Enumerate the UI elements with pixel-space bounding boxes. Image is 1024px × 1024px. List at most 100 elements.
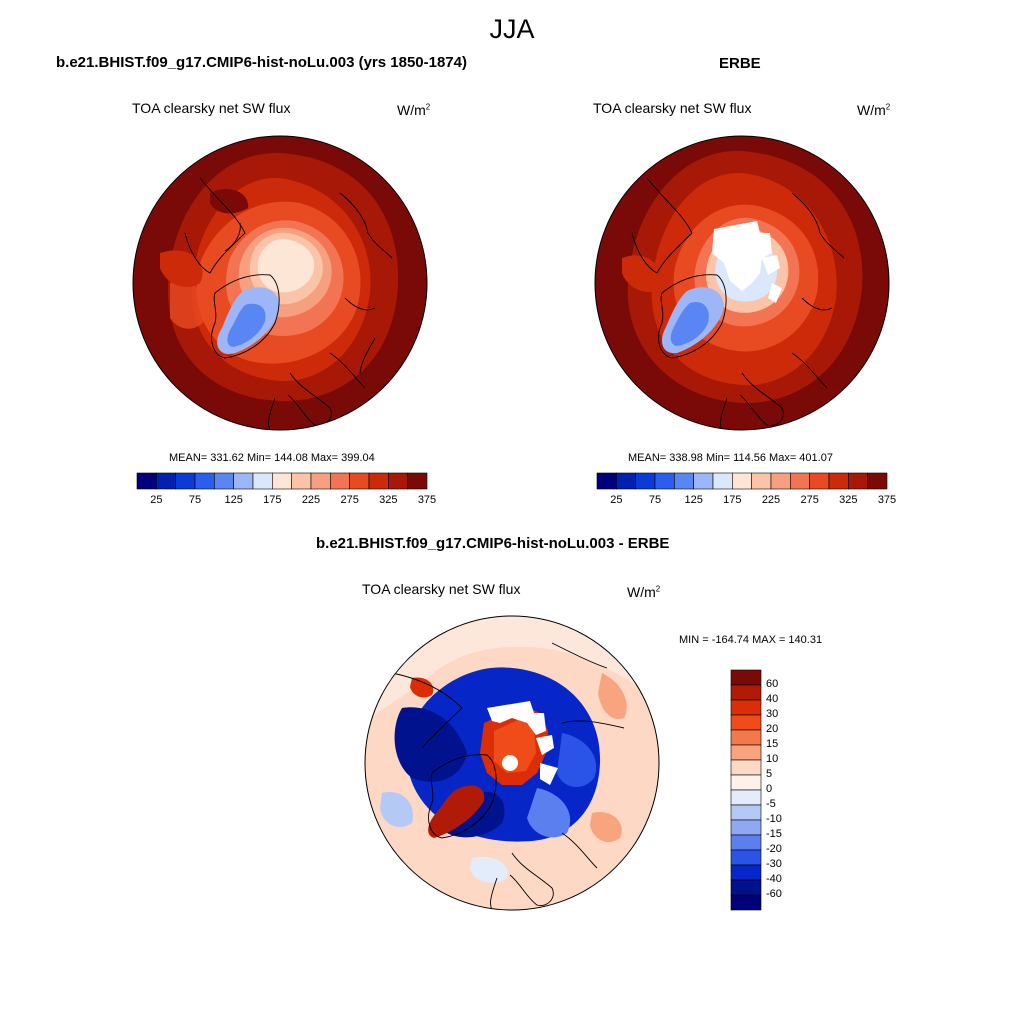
colorbar-swatch <box>654 472 675 490</box>
panel3-field-band <box>380 792 413 828</box>
colorbar-tick-label: 225 <box>301 494 321 506</box>
panel1-units-base: W/m <box>397 102 426 118</box>
colorbar-tick-label: 325 <box>379 494 398 506</box>
colorbar-swatch <box>730 789 762 806</box>
panel3-pole-hole <box>502 755 518 771</box>
panel2-pole-hole <box>735 274 749 288</box>
colorbar-swatch <box>730 714 762 731</box>
panel3-title: b.e21.BHIST.f09_g17.CMIP6-hist-noLu.003 … <box>316 535 670 552</box>
colorbar-swatch <box>848 472 868 490</box>
colorbar-swatch <box>233 472 254 490</box>
panel1-map-boundary <box>132 135 428 431</box>
colorbar-swatch <box>349 472 370 490</box>
colorbar-swatch <box>730 879 762 896</box>
colorbar-tick-label: -20 <box>766 843 782 855</box>
colorbar-swatch <box>730 804 762 821</box>
panel3-field-band <box>527 788 571 838</box>
panel3-units-exponent: 2 <box>655 584 661 594</box>
colorbar-swatch <box>388 472 408 490</box>
colorbar-tick-label: 25 <box>610 494 623 506</box>
panel2-variable-label: TOA clearsky net SW flux <box>593 100 752 116</box>
panel1-field-band <box>160 250 203 288</box>
panel3-variable-label: TOA clearsky net SW flux <box>362 581 521 597</box>
colorbar-swatch <box>732 472 752 490</box>
panel3-colorbar <box>730 669 762 911</box>
colorbar-swatch <box>368 472 389 490</box>
colorbar-tick-label: -15 <box>766 828 782 840</box>
panel2-title: ERBE <box>719 55 761 72</box>
colorbar-swatch <box>730 774 762 791</box>
colorbar-swatch <box>730 864 762 881</box>
panel2-greenland-core <box>670 301 709 346</box>
colorbar-swatch <box>867 472 888 490</box>
colorbar-swatch <box>310 472 331 490</box>
colorbar-swatch <box>616 472 636 490</box>
colorbar-swatch <box>291 472 312 490</box>
colorbar-swatch <box>730 729 762 746</box>
colorbar-swatch <box>730 819 762 836</box>
colorbar-swatch <box>635 472 656 490</box>
panel3-map-boundary <box>364 615 660 911</box>
colorbar-tick-label: 5 <box>766 768 773 780</box>
colorbar-tick-label: -60 <box>766 888 782 900</box>
colorbar-tick-label: 60 <box>766 678 779 690</box>
panel3-coastlines <box>391 642 625 910</box>
colorbar-tick-label: 10 <box>766 753 779 765</box>
panel2-field-band <box>622 255 663 293</box>
colorbar-swatch <box>809 472 830 490</box>
colorbar-swatch <box>730 849 762 866</box>
colorbar-tick-label: 175 <box>723 494 742 506</box>
panel1-variable-label: TOA clearsky net SW flux <box>132 100 291 116</box>
panel1-field-band <box>170 280 210 329</box>
colorbar-tick-label: 375 <box>877 494 897 506</box>
colorbar-swatch <box>712 472 733 490</box>
colorbar-tick-label: 30 <box>766 708 779 720</box>
panel2-colorbar <box>596 472 888 490</box>
panel2-missing-data <box>768 283 782 303</box>
colorbar-tick-label: -30 <box>766 858 782 870</box>
colorbar-swatch <box>790 472 810 490</box>
panel3-field-band <box>365 616 659 723</box>
panel2-polar-map <box>594 135 890 431</box>
panel1-field-band <box>257 238 315 293</box>
colorbar-swatch <box>730 669 762 686</box>
panel3-positive-greenland <box>428 785 485 838</box>
colorbar-swatch <box>693 472 714 490</box>
panel3-units-base: W/m <box>627 584 656 600</box>
colorbar-tick-label: 125 <box>684 494 703 506</box>
colorbar-swatch <box>407 472 428 490</box>
panel1-title: b.e21.BHIST.f09_g17.CMIP6-hist-noLu.003 … <box>56 54 467 71</box>
colorbar-tick-label: 40 <box>766 693 779 705</box>
colorbar-swatch <box>674 472 694 490</box>
colorbar-tick-label: -40 <box>766 873 782 885</box>
colorbar-tick-label: 325 <box>839 494 858 506</box>
colorbar-tick-label: 275 <box>340 494 359 506</box>
panel3-field-band <box>590 812 622 843</box>
panel1-stats: MEAN= 331.62 Min= 144.08 Max= 399.04 <box>169 452 375 464</box>
colorbar-tick-label: 75 <box>188 494 202 506</box>
colorbar-swatch <box>272 472 292 490</box>
colorbar-tick-label: 175 <box>263 494 282 506</box>
figure-title: JJA <box>489 14 535 44</box>
colorbar-swatch <box>730 744 762 761</box>
colorbar-swatch <box>770 472 791 490</box>
colorbar-swatch <box>730 834 762 851</box>
colorbar-swatch <box>730 759 762 776</box>
panel1-field-band <box>210 188 249 214</box>
colorbar-tick-label: 125 <box>224 494 243 506</box>
colorbar-swatch <box>596 472 617 490</box>
panel3-field-band <box>598 673 627 719</box>
colorbar-swatch <box>136 472 157 490</box>
panel3-units: W/m2 <box>627 584 660 600</box>
colorbar-swatch <box>730 699 762 716</box>
panel3-stats: MIN = -164.74 MAX = 140.31 <box>679 634 823 646</box>
panel3-field-band <box>470 856 508 883</box>
colorbar-tick-label: -5 <box>766 798 776 810</box>
colorbar-tick-label: 20 <box>766 723 779 735</box>
panel3-negative-core <box>394 707 467 782</box>
panel2-units-base: W/m <box>857 102 886 118</box>
panel1-colorbar <box>136 472 428 490</box>
colorbar-tick-label: -10 <box>766 813 782 825</box>
panel2-units: W/m2 <box>857 102 890 118</box>
panel2-missing-data <box>762 255 780 275</box>
